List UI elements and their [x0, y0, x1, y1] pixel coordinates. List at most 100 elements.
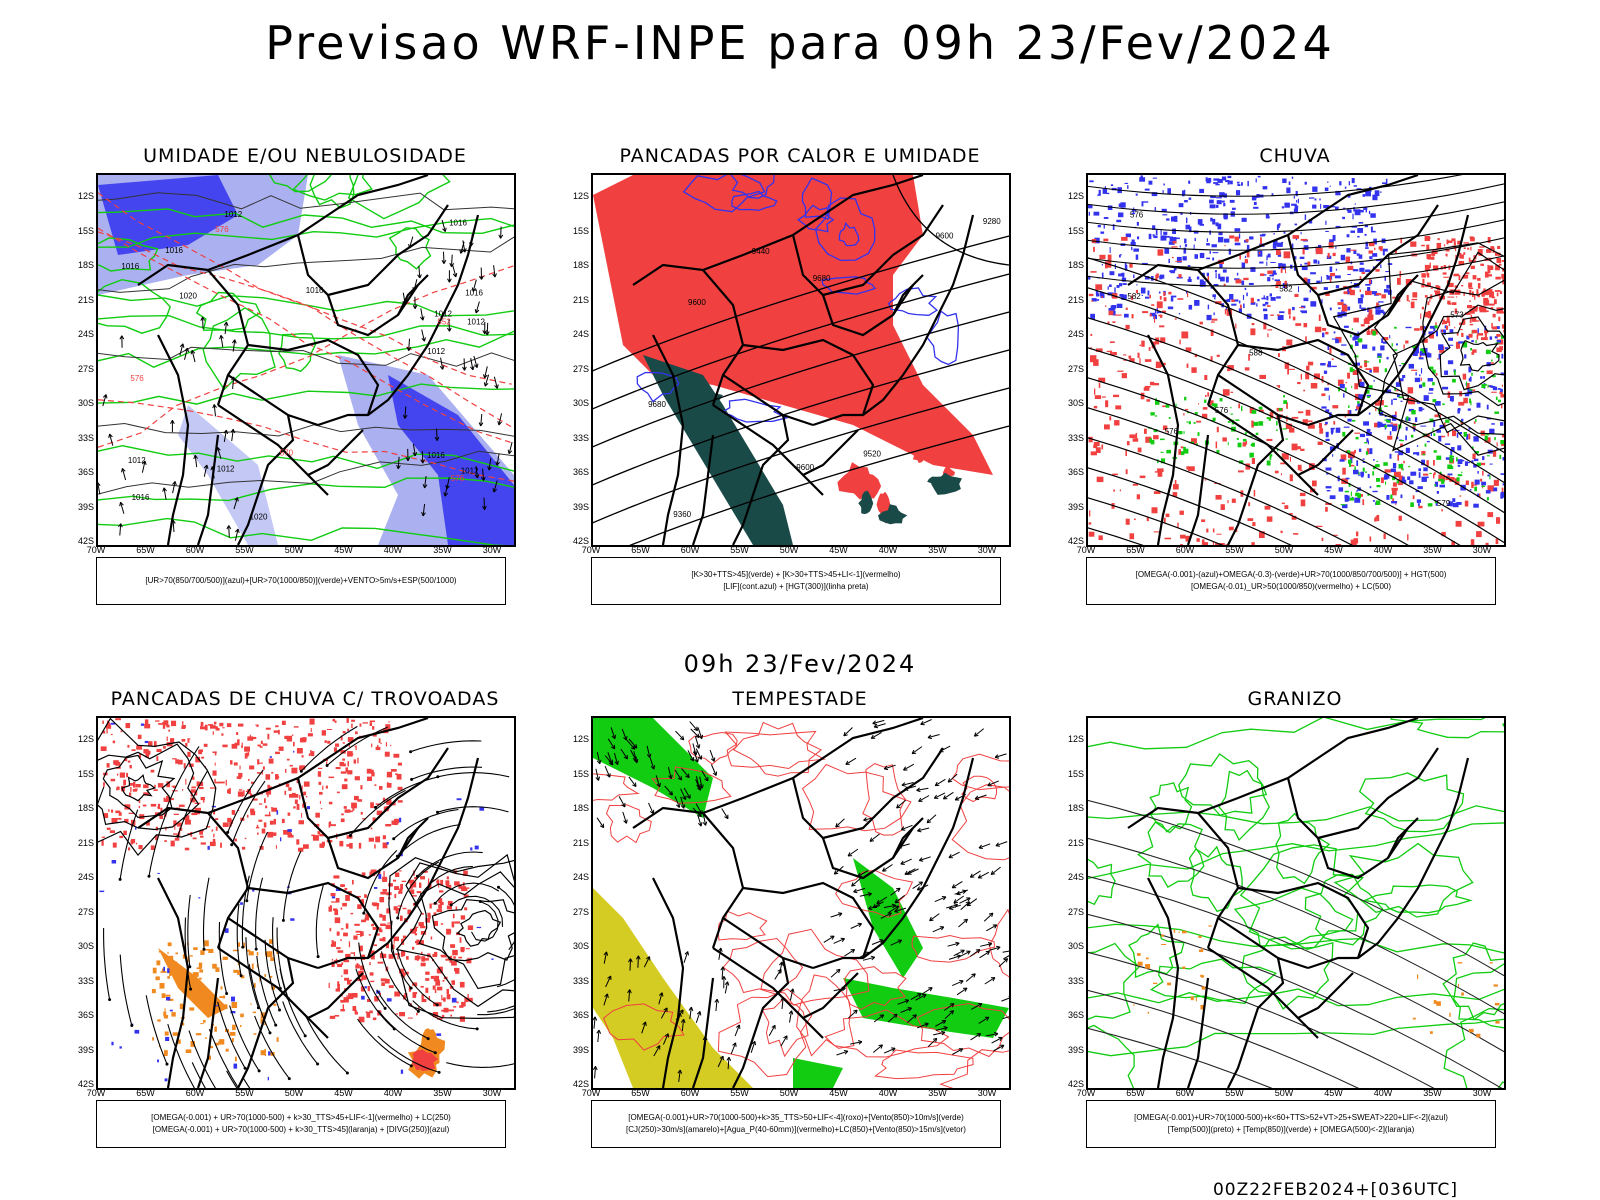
map-panel-4: PANCADAS DE CHUVA C/ TROVOADAS 12S 15S 18S 2… — [70, 688, 540, 1158]
lon-tick-label: 55W — [1225, 545, 1244, 555]
map-area — [96, 716, 516, 1090]
lon-tick-label: 45W — [334, 545, 353, 555]
lat-tick-label: 39S — [1067, 501, 1084, 512]
lon-tick-label: 55W — [235, 1088, 254, 1098]
lon-tick-label: 50W — [779, 545, 799, 555]
lat-tick-label: 24S — [1067, 872, 1084, 882]
lat-tick-label: 21S — [1067, 294, 1084, 305]
lat-tick-label: 21S — [572, 294, 589, 305]
lon-tick-label: 45W — [334, 1088, 353, 1098]
contour-label: 1012 — [128, 456, 146, 465]
lon-tick-label: 55W — [235, 545, 254, 555]
lat-tick-label: 30S — [1067, 398, 1084, 408]
lat-tick-label: 21S — [77, 837, 94, 848]
lat-tick-label: 24S — [572, 872, 589, 882]
contour-label: 1020 — [250, 513, 268, 522]
legend-line-2: [CJ(250)>30m/s](amarelo)+[Agua_P(40-60mm… — [626, 1125, 966, 1134]
lat-tick-label: 24S — [1067, 329, 1084, 339]
lon-tick-label: 65W — [136, 1088, 155, 1098]
lat-tick-label: 39S — [77, 1044, 94, 1055]
contour-label: 9360 — [673, 510, 691, 519]
contour-label: 9280 — [983, 217, 1001, 226]
contour-label: 9680 — [813, 274, 831, 283]
lon-tick-label: 55W — [730, 545, 749, 555]
lat-tick-label: 15S — [77, 768, 94, 779]
lat-tick-label: 33S — [1067, 432, 1084, 443]
lat-tick-label: 36S — [1067, 467, 1084, 477]
contour-label: 573 — [1450, 310, 1464, 319]
lat-tick-label: 18S — [1067, 803, 1084, 813]
contour-label: 1012 — [427, 347, 445, 356]
lat-tick-label: 12S — [572, 734, 589, 744]
lon-tick-label: 60W — [1175, 545, 1195, 555]
lon-tick-label: 50W — [1274, 1088, 1294, 1098]
legend-line-1: [K>30+TTS>45](verde) + [K>30+TTS>45+LI<-… — [691, 570, 901, 579]
panel-title: UMIDADE E/OU NEBULOSIDADE — [143, 145, 467, 167]
lat-tick-label: 33S — [1067, 975, 1084, 986]
legend-line-1: [OMEGA(-0.001) + UR>70(1000-500) + k>30_… — [151, 1113, 451, 1122]
contour-label: 1016 — [449, 219, 467, 228]
contour-label: 1012 — [461, 466, 479, 475]
lat-tick-label: 33S — [572, 432, 589, 443]
lat-tick-label: 42S — [572, 1079, 589, 1089]
lat-tick-label: 18S — [572, 260, 589, 270]
map-panel-5: TEMPESTADE 12S 15S 18S 21S 24S 27S 30S 33S 36S 39S… — [565, 688, 1035, 1158]
legend-line-2: [Temp(500)](preto) + [Temp(850)](verde) … — [1167, 1125, 1415, 1134]
lon-tick-label: 35W — [928, 545, 947, 555]
map-svg: 9680 9600 9680 9600 9520 9440 9600 9360 9280 — [593, 175, 1009, 545]
legend-line-2: [OMEGA(-0.001) + UR>70(1000-500) + k>30_… — [152, 1125, 450, 1134]
lat-tick-label: 36S — [572, 1010, 589, 1020]
lon-tick-label: 35W — [433, 1088, 452, 1098]
lat-tick-label: 30S — [572, 941, 589, 951]
contour-label: 579 — [1437, 499, 1451, 508]
panel-legend: [OMEGA(-0.001)+UR>70(1000-500)+k>35_TTS>… — [591, 1100, 1001, 1148]
lat-tick-label: 15S — [77, 225, 94, 236]
lon-tick-label: 65W — [136, 545, 155, 555]
lon-tick-label: 40W — [1373, 1088, 1393, 1098]
lat-tick-label: 18S — [77, 803, 94, 813]
lat-tick-label: 39S — [1067, 1044, 1084, 1055]
lon-tick-label: 50W — [1274, 545, 1294, 555]
contour-label: 1016 — [427, 451, 445, 460]
contour-label: 1012 — [434, 310, 452, 319]
lon-tick-label: 70W — [581, 1088, 601, 1098]
contour-label: 588 — [1249, 349, 1263, 358]
lat-tick-label: 42S — [77, 1079, 94, 1089]
panel-title: PANCADAS POR CALOR E UMIDADE — [619, 145, 981, 167]
lon-tick-label: 70W — [86, 545, 106, 555]
contour-label: 576 — [1165, 427, 1179, 436]
lat-tick-label: 27S — [572, 363, 589, 374]
contour-label: 582 — [1279, 284, 1293, 293]
contour-label: 9680 — [648, 400, 666, 409]
lon-tick-label: 30W — [977, 545, 997, 555]
lat-tick-label: 33S — [572, 975, 589, 986]
legend-line-2: [OMEGA(-0.01)_UR>50(1000/850)(vermelho) … — [1190, 582, 1392, 591]
contour-label: 1012 — [224, 210, 242, 219]
lon-tick-label: 55W — [730, 1088, 749, 1098]
lat-tick-label: 27S — [572, 906, 589, 917]
lon-tick-label: 40W — [383, 545, 403, 555]
contour-label: 9520 — [863, 450, 881, 459]
panel-legend: [K>30+TTS>45](verde) + [K>30+TTS>45+LI<-… — [591, 557, 1001, 605]
lon-tick-label: 30W — [482, 1088, 502, 1098]
lat-tick-label: 15S — [572, 768, 589, 779]
contour-label: 1012 — [467, 318, 485, 327]
lat-tick-label: 30S — [77, 398, 94, 408]
legend-line-1: [OMEGA(-0.001)-(azul)+OMEGA(-0.3)-(verde… — [1135, 570, 1447, 579]
map-area: 1016 1016 1012 1016 1016 1012 1012 1012 1016 1020… — [96, 173, 516, 547]
lon-tick-label: 30W — [1472, 1088, 1492, 1098]
map-area — [591, 716, 1011, 1090]
lon-tick-label: 70W — [1076, 545, 1096, 555]
lon-tick-label: 40W — [383, 1088, 403, 1098]
contour-label: 582 — [1127, 292, 1141, 301]
lon-tick-label: 35W — [433, 545, 452, 555]
contour-label: 1016 — [121, 262, 139, 271]
lat-tick-label: 12S — [572, 191, 589, 201]
panel-legend: [OMEGA(-0.001)-(azul)+OMEGA(-0.3)-(verde… — [1086, 557, 1496, 605]
map-panel-6: GRANIZO 12S 15S 18S 21S 24S 27S 30S 33S 36S 39S 42S… — [1060, 688, 1530, 1158]
panel-legend: [UR>70(850/700/500)](azul)+[UR>70(1000/8… — [96, 557, 506, 605]
lon-tick-label: 70W — [86, 1088, 106, 1098]
lon-tick-label: 70W — [1076, 1088, 1096, 1098]
panel-title: CHUVA — [1259, 145, 1331, 167]
map-svg — [98, 718, 514, 1088]
